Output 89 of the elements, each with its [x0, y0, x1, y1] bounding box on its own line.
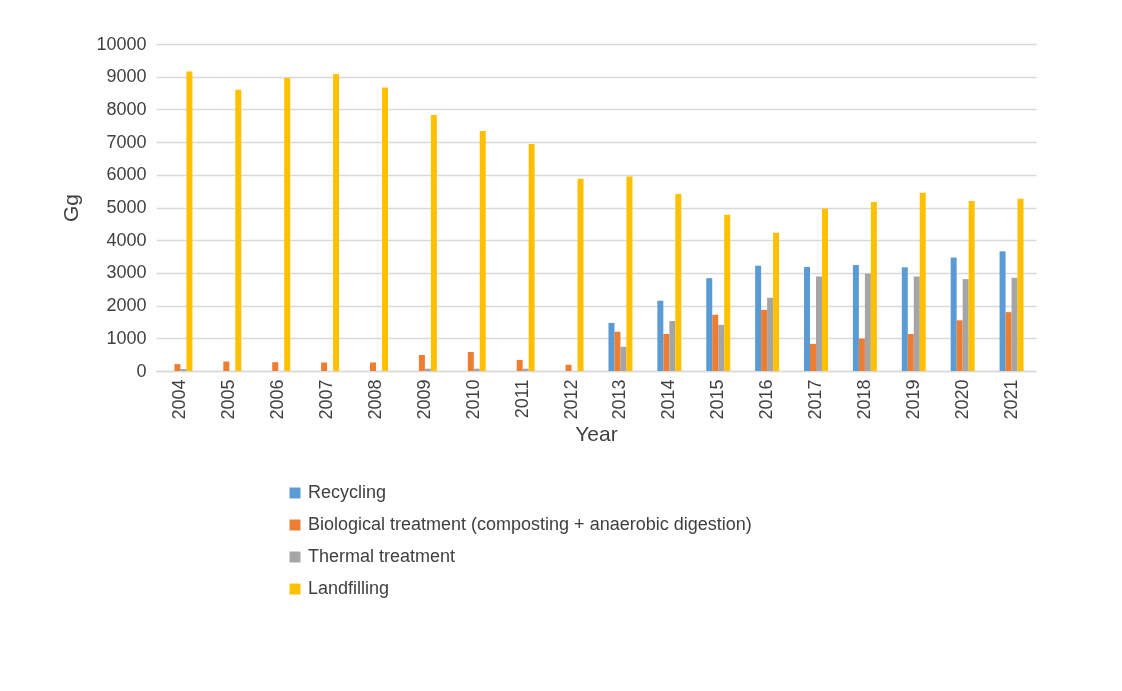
bar — [528, 144, 535, 371]
bar — [516, 359, 523, 371]
x-tick-label: 2006 — [267, 379, 288, 420]
bar — [626, 176, 633, 371]
legend-label: Recycling — [308, 482, 387, 502]
x-tick-label: 2004 — [169, 379, 190, 420]
y-tick-label: 2000 — [106, 295, 147, 316]
x-tick-label: 2013 — [609, 379, 630, 420]
bar — [663, 334, 670, 371]
y-tick-label: 6000 — [106, 164, 147, 185]
y-tick-label: 3000 — [106, 262, 147, 283]
legend-label: Thermal treatment — [308, 546, 456, 566]
bar — [962, 279, 969, 371]
bar — [272, 362, 279, 371]
bar — [608, 322, 615, 371]
bar — [479, 130, 486, 371]
bar — [223, 361, 230, 371]
bar — [370, 362, 376, 371]
bar — [235, 89, 242, 371]
y-tick-label: 7000 — [106, 131, 147, 152]
bar — [852, 265, 859, 371]
x-tick-label: 2015 — [707, 379, 728, 420]
bar — [907, 334, 914, 371]
bar — [675, 194, 682, 371]
x-tick-label: 2010 — [462, 379, 483, 420]
bar — [755, 265, 762, 371]
x-tick-label: 2014 — [658, 379, 679, 420]
y-tick-label: 9000 — [106, 66, 147, 87]
bar — [999, 251, 1006, 371]
x-tick-label: 2021 — [1000, 379, 1021, 420]
y-tick-label: 5000 — [106, 197, 147, 217]
y-tick-label: 10000 — [96, 33, 147, 54]
x-tick-label: 2019 — [902, 379, 923, 420]
bar — [669, 320, 676, 371]
bar — [773, 232, 780, 371]
bar — [614, 331, 621, 371]
bar — [284, 78, 291, 371]
bar — [767, 297, 774, 371]
y-axis-title: Gg — [59, 193, 83, 223]
legend-label: Landfilling — [308, 578, 390, 598]
bar — [724, 214, 731, 371]
bar — [381, 87, 388, 371]
bar — [816, 276, 822, 371]
bar — [864, 273, 871, 371]
bar — [1005, 312, 1012, 371]
bar — [620, 346, 627, 371]
x-axis-title: Year — [575, 421, 618, 445]
bar — [186, 71, 193, 371]
bar — [467, 352, 474, 371]
bar — [418, 354, 425, 371]
bar — [333, 74, 340, 371]
bar — [1017, 198, 1024, 371]
bar — [870, 201, 877, 371]
x-tick-label: 2011 — [511, 379, 532, 419]
bar — [950, 257, 957, 371]
bar — [901, 267, 908, 371]
x-tick-label: 2009 — [413, 379, 434, 420]
bar — [858, 338, 865, 371]
y-tick-label: 8000 — [106, 98, 147, 119]
bar — [968, 200, 975, 371]
bar — [174, 364, 181, 371]
x-tick-label: 2007 — [316, 379, 337, 420]
bar — [956, 320, 963, 371]
y-tick-label: 1000 — [106, 327, 147, 348]
bar — [321, 362, 328, 371]
bar — [577, 178, 584, 371]
bar — [565, 364, 572, 371]
x-tick-label: 2008 — [365, 379, 385, 420]
bar — [712, 314, 719, 371]
bar — [1011, 277, 1018, 371]
y-tick-label: 4000 — [106, 229, 147, 250]
bar — [718, 324, 725, 371]
x-tick-label: 2018 — [853, 379, 874, 420]
legend-label: Biological treatment (composting + anaerobic digestion) — [308, 514, 752, 534]
bar — [430, 114, 437, 371]
bar — [706, 278, 713, 371]
bar — [804, 267, 811, 371]
x-tick-label: 2017 — [805, 379, 825, 420]
bar — [761, 309, 768, 371]
bar — [913, 276, 920, 371]
x-tick-label: 2016 — [756, 379, 777, 420]
x-tick-label: 2005 — [218, 379, 239, 420]
y-tick-label: 0 — [136, 360, 147, 381]
bar — [821, 208, 828, 371]
x-tick-label: 2012 — [560, 379, 581, 420]
bar — [657, 300, 664, 371]
bar — [810, 343, 816, 371]
bar — [919, 192, 926, 371]
x-tick-label: 2020 — [951, 379, 972, 420]
